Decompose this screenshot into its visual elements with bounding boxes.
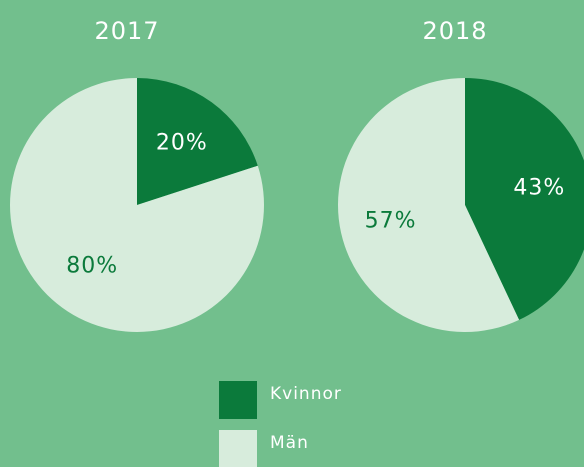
legend-label: Män	[270, 433, 309, 453]
data-label: 20%	[156, 130, 208, 155]
legend-swatch	[219, 430, 257, 467]
legend-swatch	[219, 381, 257, 419]
pie-slice	[465, 78, 584, 320]
pie-title: 2018	[422, 17, 487, 45]
data-label: 80%	[66, 254, 118, 279]
data-label: 43%	[513, 175, 565, 200]
data-label: 57%	[365, 209, 417, 234]
pie-slice	[137, 78, 258, 205]
pie-title: 2017	[94, 17, 159, 45]
legend-label: Kvinnor	[270, 384, 342, 404]
pie-slice	[338, 78, 520, 332]
pie-slice	[9, 78, 265, 333]
